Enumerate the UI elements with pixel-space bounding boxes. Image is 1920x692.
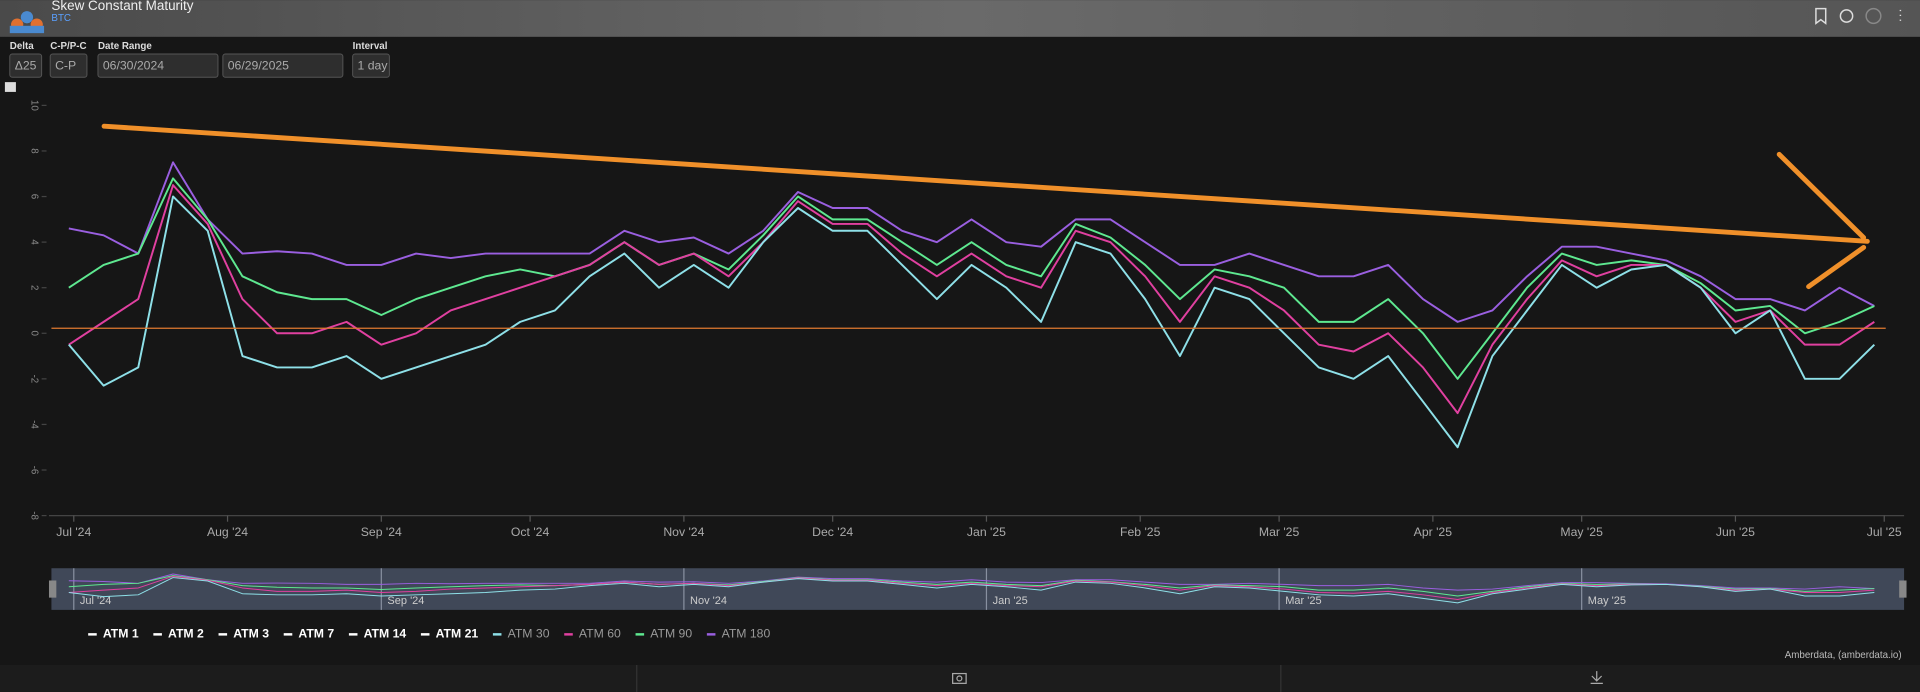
control-value: Δ25 bbox=[15, 58, 37, 72]
y-tick-label: -2 bbox=[29, 375, 40, 384]
y-tick-label: 6 bbox=[29, 194, 40, 200]
legend-entry[interactable]: ATM 90 bbox=[650, 627, 692, 641]
legend-entry[interactable]: ATM 60 bbox=[579, 627, 621, 641]
navigator[interactable] bbox=[51, 568, 1905, 610]
x-tick-label: Feb '25 bbox=[1120, 525, 1161, 539]
control-label: Date Range bbox=[98, 41, 152, 52]
y-tick-label: 8 bbox=[29, 148, 40, 154]
navigator-line bbox=[68, 575, 1875, 597]
x-tick-label: Jun '25 bbox=[1716, 525, 1755, 539]
menu-icon[interactable] bbox=[4, 82, 16, 92]
y-tick-label: -4 bbox=[29, 420, 40, 429]
x-tick-label: Dec '24 bbox=[812, 525, 853, 539]
x-tick-label: Aug '24 bbox=[207, 525, 248, 539]
plot: 10 8 6 4 2 0 -2 -4 -6 -8 Jul '24 Aug '24 Sep '24 Oct … bbox=[29, 100, 1905, 539]
legend-entry[interactable]: ATM 180 bbox=[722, 627, 771, 641]
y-tick-label: -6 bbox=[29, 466, 40, 475]
x-tick-label: Apr '25 bbox=[1414, 525, 1453, 539]
legend-entry[interactable]: ATM 2 bbox=[168, 627, 204, 641]
control-label: C-P/P-C bbox=[50, 41, 86, 52]
camera-icon[interactable] bbox=[952, 672, 967, 684]
navigator-line bbox=[68, 573, 1875, 591]
date-from-input[interactable] bbox=[97, 53, 219, 78]
legend-entry[interactable]: ATM 21 bbox=[436, 627, 479, 641]
series-line bbox=[68, 195, 1876, 449]
y-tick-label: 0 bbox=[29, 331, 40, 337]
header-title: Skew Constant Maturity bbox=[51, 0, 193, 13]
y-tick-label: -8 bbox=[29, 511, 40, 520]
x-tick-label: Nov '24 bbox=[663, 525, 704, 539]
navigator-tick-label: Sep '24 bbox=[387, 595, 424, 607]
x-tick-label: Sep '24 bbox=[361, 525, 402, 539]
navigator-tick-label: Jul '24 bbox=[80, 595, 112, 607]
control-label: Interval bbox=[353, 41, 388, 52]
navigator-line bbox=[68, 575, 1875, 600]
control-value: 1 day bbox=[358, 58, 389, 72]
legend: ATM 1 ATM 2 ATM 3 ATM 7 ATM 14 ATM 21 ATM 30 AT… bbox=[88, 627, 770, 641]
series-line bbox=[68, 161, 1875, 323]
y-tick-label: 2 bbox=[29, 285, 40, 290]
legend-entry[interactable]: ATM 1 bbox=[103, 627, 139, 641]
cp-select[interactable] bbox=[49, 53, 88, 78]
series-line bbox=[68, 177, 1875, 380]
legend-entry[interactable]: ATM 14 bbox=[364, 627, 407, 641]
control-value: 06/29/2025 bbox=[228, 58, 289, 72]
x-tick-label: Jul '24 bbox=[56, 525, 91, 539]
control-label: Delta bbox=[10, 41, 34, 52]
x-tick-label: Jul '25 bbox=[1867, 525, 1902, 539]
x-tick-label: Mar '25 bbox=[1259, 525, 1300, 539]
y-tick-label: 10 bbox=[29, 100, 40, 111]
series-line bbox=[68, 184, 1875, 415]
legend-entry[interactable]: ATM 30 bbox=[508, 627, 550, 641]
navigator-tick-label: May '25 bbox=[1588, 595, 1626, 607]
navigator-handle[interactable] bbox=[1899, 580, 1907, 598]
navigator-line bbox=[68, 577, 1875, 604]
navigator-tick-label: Jan '25 bbox=[993, 595, 1028, 607]
x-tick-label: Oct '24 bbox=[511, 525, 550, 539]
control-value: 06/30/2024 bbox=[103, 58, 164, 72]
date-to-input[interactable] bbox=[222, 53, 344, 78]
navigator-handle[interactable] bbox=[48, 580, 57, 598]
header-subtitle: BTC bbox=[51, 13, 71, 24]
navigator-tick-label: Nov '24 bbox=[690, 595, 727, 607]
header-icons[interactable] bbox=[1815, 7, 1902, 25]
header-bar bbox=[0, 0, 1920, 37]
x-tick-label: Jan '25 bbox=[967, 525, 1006, 539]
legend-entry[interactable]: ATM 7 bbox=[298, 627, 334, 641]
legend-entry[interactable]: ATM 3 bbox=[233, 627, 269, 641]
navigator-content: Jul '24 Sep '24 Nov '24 Jan '25 Mar '25 May '… bbox=[68, 568, 1875, 610]
annotation-arrow bbox=[101, 123, 1870, 290]
interval-select[interactable] bbox=[352, 53, 390, 78]
download-icon[interactable] bbox=[1590, 671, 1603, 684]
footer-bar bbox=[0, 664, 1920, 692]
delta-select[interactable] bbox=[9, 53, 43, 78]
x-tick-label: May '25 bbox=[1560, 525, 1603, 539]
credit: Amberdata, (amberdata.io) bbox=[1785, 650, 1902, 661]
logo bbox=[9, 11, 45, 34]
control-value: C-P bbox=[55, 58, 76, 72]
navigator-tick-label: Mar '25 bbox=[1285, 595, 1321, 607]
y-tick-label: 4 bbox=[29, 239, 40, 245]
